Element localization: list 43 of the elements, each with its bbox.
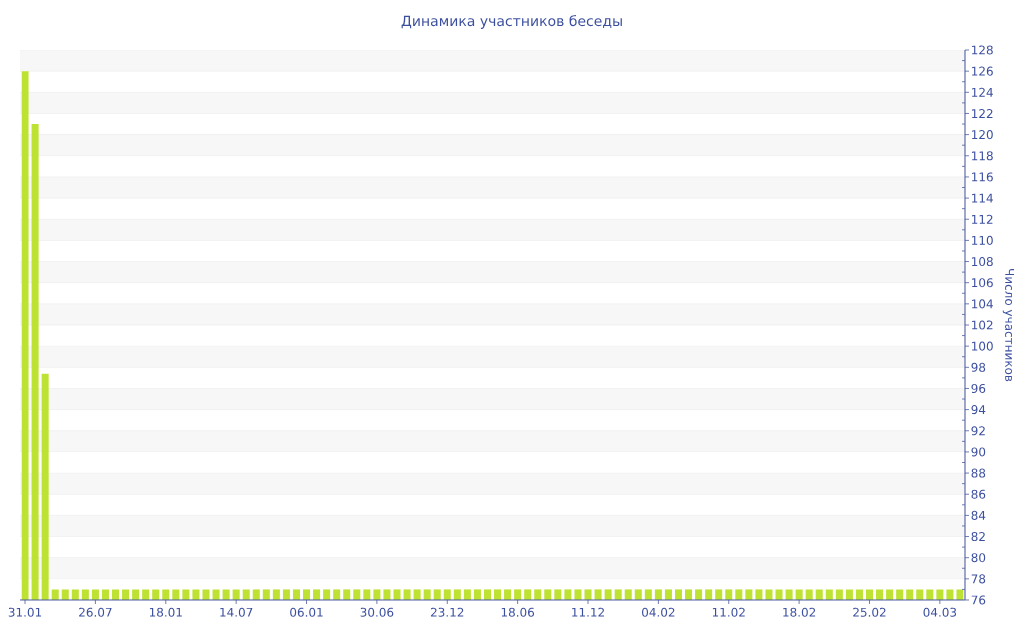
- chart-title: Динамика участников беседы: [401, 15, 622, 29]
- x-tick-label: 11.12: [572, 607, 604, 617]
- y-tick-label: 78: [971, 574, 986, 584]
- y-tick-label: 128: [972, 45, 993, 55]
- y-tick-label: 120: [972, 130, 993, 140]
- x-tick-label: 06.01: [290, 607, 323, 617]
- y-tick-label: 112: [972, 214, 993, 224]
- x-tick-label: 23.12: [430, 607, 464, 617]
- x-tick-label: 25.02: [853, 607, 886, 617]
- x-tick-label: 26.07: [79, 607, 112, 617]
- y-tick-label: 84: [971, 510, 986, 520]
- y-tick-label: 110: [972, 235, 993, 245]
- y-tick-label: 76: [971, 595, 986, 605]
- x-tick-label: 30.06: [360, 607, 394, 617]
- y-tick-label: 82: [971, 532, 985, 542]
- y-tick-label: 80: [971, 553, 986, 563]
- y-tick-label: 88: [971, 468, 986, 478]
- y-tick-label: 114: [972, 193, 993, 203]
- x-tick-label: 04.02: [642, 607, 675, 617]
- y-tick-label: 86: [971, 489, 986, 499]
- y-tick-label: 102: [972, 320, 993, 330]
- y-tick-label: 116: [972, 172, 993, 182]
- y-tick-label: 126: [972, 66, 993, 76]
- y-tick-label: 124: [972, 87, 993, 97]
- y-tick-label: 92: [971, 426, 985, 436]
- x-tick-label: 11.02: [712, 607, 745, 617]
- y-tick-label: 96: [971, 383, 986, 393]
- x-tick-label: 18.02: [783, 607, 816, 617]
- x-tick-label: 04.03: [923, 607, 957, 617]
- y-tick-label: 94: [971, 405, 986, 415]
- y-tick-label: 100: [972, 341, 993, 351]
- x-tick-label: 31.01: [8, 607, 42, 617]
- y-tick-label: 90: [971, 447, 986, 457]
- x-tick-label: 18.06: [501, 607, 535, 617]
- y-tick-label: 108: [972, 257, 993, 267]
- y-axis-title: Число участников: [1002, 269, 1015, 382]
- x-tick-label: 18.01: [149, 607, 182, 617]
- y-tick-label: 122: [972, 109, 993, 118]
- y-tick-label: 104: [972, 299, 993, 309]
- y-tick-label: 106: [972, 278, 993, 288]
- x-tick-label: 14.07: [220, 607, 253, 617]
- y-tick-label: 118: [972, 151, 993, 161]
- y-tick-label: 98: [971, 362, 986, 372]
